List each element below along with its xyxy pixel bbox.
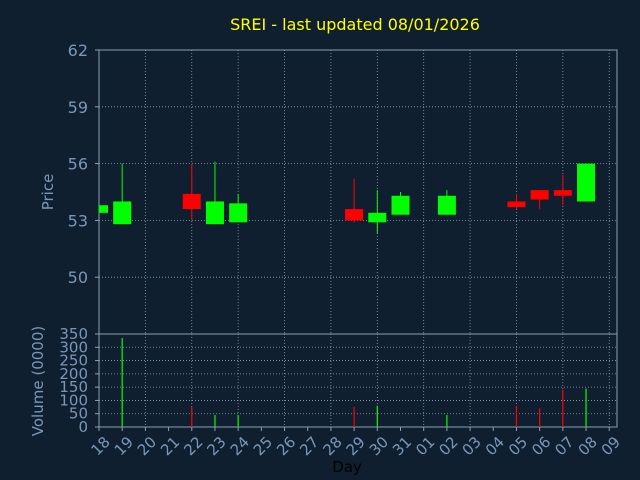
volume-tick-label: 300 bbox=[59, 338, 88, 356]
volume-plot-frame bbox=[98, 333, 618, 428]
candle-body bbox=[368, 212, 387, 223]
candle-body bbox=[205, 201, 224, 225]
volume-tick-label: 250 bbox=[59, 352, 88, 370]
candle-body bbox=[345, 209, 364, 221]
candle-body bbox=[229, 203, 248, 223]
volume-tick-label: 350 bbox=[59, 325, 88, 343]
volume-tick-label: 200 bbox=[59, 365, 88, 383]
volume-panel: 0501001502002503003501819202122232425262… bbox=[59, 325, 624, 459]
candle-body bbox=[182, 193, 201, 210]
price-tick-label: 59 bbox=[68, 98, 88, 117]
candle-body bbox=[553, 190, 572, 196]
candle-body bbox=[437, 195, 456, 215]
candle-body bbox=[577, 163, 596, 202]
price-axis-label: Price bbox=[39, 174, 57, 211]
candle-body bbox=[113, 201, 132, 225]
volume-tick-label: 100 bbox=[59, 391, 88, 409]
candle-body bbox=[391, 195, 410, 215]
chart-title: SREI - last updated 08/01/2026 bbox=[230, 15, 480, 34]
candle-body bbox=[99, 205, 108, 213]
volume-tick-label: 0 bbox=[78, 418, 88, 436]
candle-body bbox=[530, 190, 549, 200]
volume-tick-label: 50 bbox=[69, 405, 88, 423]
price-tick-label: 56 bbox=[68, 155, 88, 174]
candle-body bbox=[507, 201, 526, 208]
volume-axis-label: Volume (0000) bbox=[29, 326, 47, 436]
price-tick-label: 62 bbox=[68, 41, 88, 60]
day-tick-label: 09 bbox=[598, 433, 624, 459]
price-tick-label: 53 bbox=[68, 211, 88, 230]
price-tick-label: 50 bbox=[68, 268, 88, 287]
volume-tick-label: 150 bbox=[59, 378, 88, 396]
price-panel: 50 53 56 59 62 bbox=[68, 41, 618, 335]
day-axis-label: Day bbox=[332, 458, 362, 476]
